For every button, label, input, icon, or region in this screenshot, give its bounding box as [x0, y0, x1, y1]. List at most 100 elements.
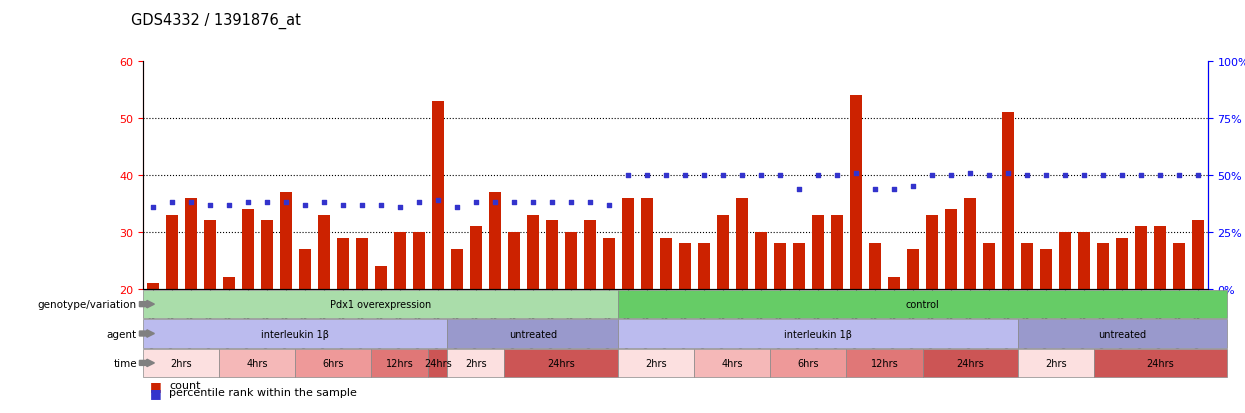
Point [1188, 172, 1208, 179]
Bar [1078, 232, 1091, 289]
Text: untreated: untreated [509, 329, 557, 339]
Bar [584, 221, 596, 289]
Point [1036, 172, 1056, 179]
Point [979, 172, 998, 179]
Point [1017, 172, 1037, 179]
Point [561, 199, 581, 206]
Bar [1097, 244, 1109, 289]
Point [1074, 172, 1094, 179]
Point [1055, 172, 1074, 179]
Point [580, 199, 600, 206]
Text: 24hrs: 24hrs [956, 358, 984, 368]
Bar [869, 244, 881, 289]
Point [769, 172, 789, 179]
Point [599, 202, 619, 209]
Point [884, 186, 904, 192]
Text: time: time [113, 358, 137, 368]
Point [1112, 172, 1132, 179]
Text: count: count [169, 380, 200, 390]
Text: 2hrs: 2hrs [1045, 358, 1067, 368]
Text: 24hrs: 24hrs [425, 358, 452, 368]
Point [998, 170, 1018, 177]
Bar [736, 198, 748, 289]
Point [143, 204, 163, 211]
Point [542, 199, 561, 206]
Text: 24hrs: 24hrs [548, 358, 575, 368]
Bar [451, 249, 463, 289]
Point [162, 199, 182, 206]
Point [637, 172, 657, 179]
Bar [280, 192, 291, 289]
Point [332, 202, 352, 209]
Bar [1116, 238, 1128, 289]
Point [713, 172, 733, 179]
Point [732, 172, 752, 179]
Point [923, 172, 942, 179]
Bar [754, 232, 767, 289]
Point [656, 172, 676, 179]
Point [504, 199, 524, 206]
Text: 6hrs: 6hrs [322, 358, 344, 368]
Point [865, 186, 885, 192]
Point [314, 199, 334, 206]
Point [1093, 172, 1113, 179]
Bar [432, 102, 444, 289]
Bar [469, 227, 482, 289]
Point [675, 172, 695, 179]
Point [352, 202, 372, 209]
Point [256, 199, 276, 206]
Bar [906, 249, 919, 289]
Text: 2hrs: 2hrs [466, 358, 487, 368]
Bar [260, 221, 273, 289]
Point [408, 199, 428, 206]
Bar [660, 238, 672, 289]
Bar [545, 221, 558, 289]
Point [693, 172, 713, 179]
Point [789, 186, 809, 192]
Bar [242, 210, 254, 289]
Bar [565, 232, 576, 289]
Point [390, 204, 410, 211]
Text: ■: ■ [149, 386, 161, 399]
Bar [1040, 249, 1052, 289]
Text: interleukin 1β: interleukin 1β [784, 329, 852, 339]
Bar [982, 244, 995, 289]
Bar [1021, 244, 1033, 289]
Bar [1059, 232, 1071, 289]
Point [1150, 172, 1170, 179]
Bar [336, 238, 349, 289]
Bar [717, 215, 730, 289]
Bar [488, 192, 500, 289]
Point [941, 172, 961, 179]
Text: percentile rank within the sample: percentile rank within the sample [169, 387, 357, 397]
Text: ■: ■ [149, 379, 161, 392]
Bar [793, 244, 806, 289]
Bar [356, 238, 369, 289]
Point [276, 199, 296, 206]
Text: Pdx1 overexpression: Pdx1 overexpression [330, 299, 432, 309]
Bar [317, 215, 330, 289]
Bar [299, 249, 311, 289]
Point [751, 172, 771, 179]
Bar [1191, 221, 1204, 289]
Point [808, 172, 828, 179]
Bar [830, 215, 843, 289]
Point [466, 199, 486, 206]
Bar [527, 215, 539, 289]
Point [523, 199, 543, 206]
Bar [147, 283, 159, 289]
Bar [850, 96, 863, 289]
Text: 4hrs: 4hrs [247, 358, 268, 368]
Point [238, 199, 258, 206]
Bar [641, 198, 654, 289]
Bar [184, 198, 197, 289]
Bar [812, 215, 824, 289]
Point [428, 197, 448, 204]
Point [827, 172, 847, 179]
Text: agent: agent [107, 329, 137, 339]
Bar [1154, 227, 1167, 289]
Bar [393, 232, 406, 289]
Text: 2hrs: 2hrs [171, 358, 192, 368]
Bar [412, 232, 425, 289]
Bar [621, 198, 634, 289]
